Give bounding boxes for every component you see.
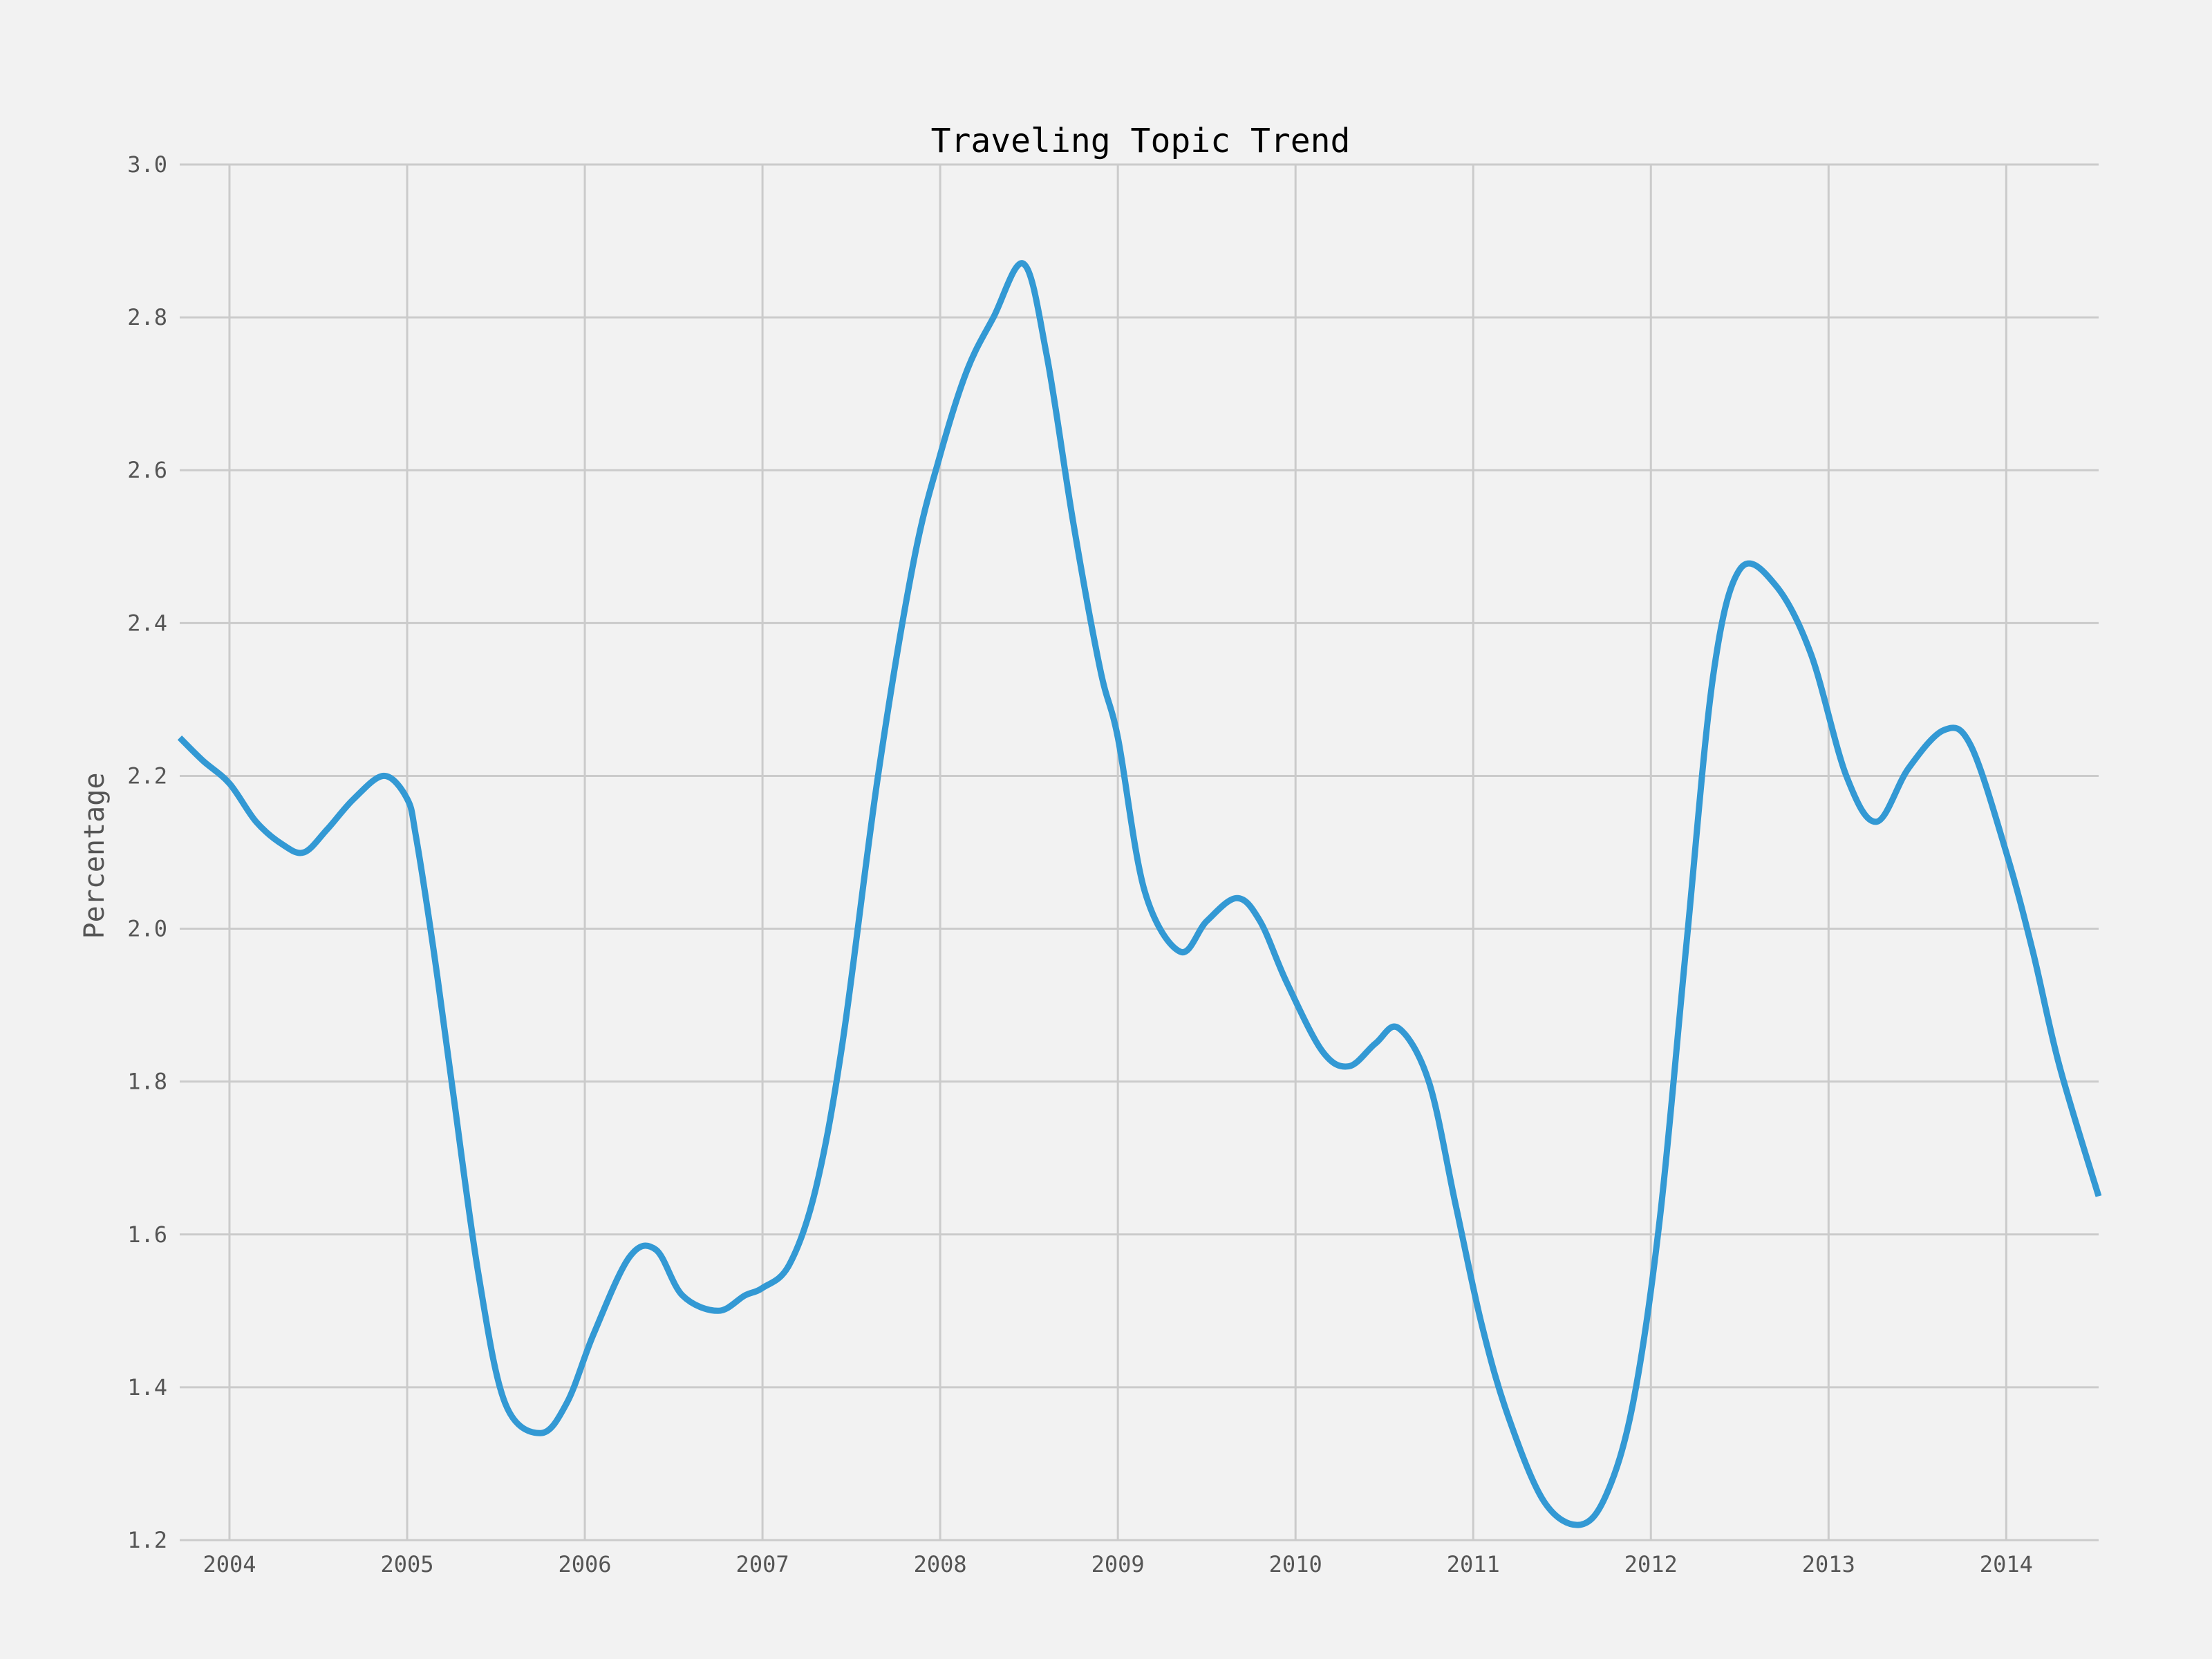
- x-tick-label: 2004: [203, 1551, 256, 1577]
- y-tick-label: 2.6: [127, 457, 167, 483]
- x-tick-label: 2005: [380, 1551, 433, 1577]
- x-tick-label: 2011: [1447, 1551, 1500, 1577]
- x-tick-label: 2013: [1802, 1551, 1855, 1577]
- x-tick-label: 2009: [1091, 1551, 1145, 1577]
- y-tick-label: 1.6: [127, 1221, 167, 1248]
- y-tick-label: 3.0: [127, 151, 167, 178]
- y-tick-label: 2.4: [127, 610, 167, 636]
- y-tick-label: 1.4: [127, 1374, 167, 1400]
- x-tick-label: 2012: [1624, 1551, 1678, 1577]
- x-tick-label: 2007: [736, 1551, 789, 1577]
- x-tick-label: 2010: [1269, 1551, 1322, 1577]
- axis-ticks: 1.2 1.4 1.6 1.8 2.0 2.2 2.4 2.6 2.8 3.0 2004 2005 20…: [127, 151, 2033, 1577]
- y-tick-label: 2.8: [127, 304, 167, 330]
- y-tick-label: 2.0: [127, 916, 167, 942]
- y-tick-label: 1.8: [127, 1069, 167, 1095]
- x-tick-label: 2006: [559, 1551, 612, 1577]
- x-tick-label: 2014: [1980, 1551, 2033, 1577]
- y-axis-label: Percentage: [79, 773, 111, 939]
- y-tick-label: 1.2: [127, 1527, 167, 1553]
- grid: [180, 163, 2099, 1541]
- y-tick-label: 2.2: [127, 762, 167, 789]
- x-tick-label: 2008: [914, 1551, 967, 1577]
- series-line: [177, 260, 2102, 1528]
- chart-title: Traveling Topic Trend: [931, 122, 1351, 160]
- plot-area: [177, 260, 2102, 1528]
